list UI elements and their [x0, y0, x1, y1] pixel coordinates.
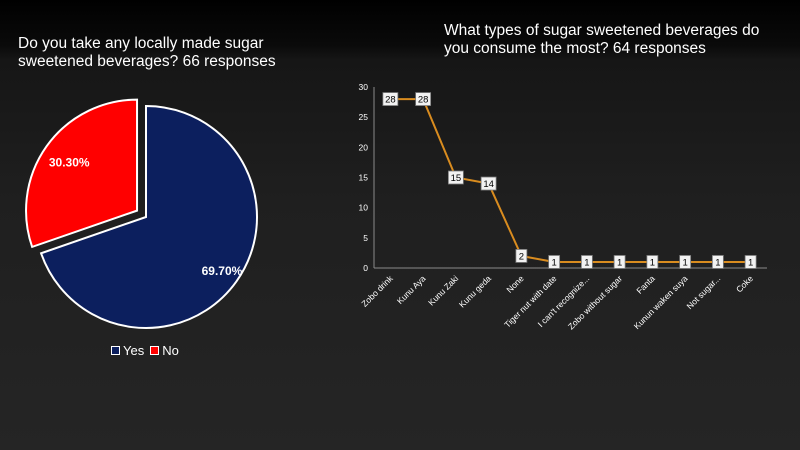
x-tick-label: Not sugar... — [684, 273, 722, 311]
legend-swatch-no — [150, 346, 160, 355]
data-label: 2 — [519, 251, 524, 262]
legend-label-no: No — [162, 343, 179, 358]
pie-chart-title: Do you take any locally made sugar sweet… — [18, 35, 276, 70]
legend-swatch-yes — [111, 346, 120, 355]
pie-slice-yes — [39, 104, 258, 329]
data-label-box — [580, 255, 593, 269]
y-tick-label: 10 — [359, 203, 369, 213]
data-label-box — [711, 255, 724, 269]
x-tick-label: Coke — [734, 273, 755, 294]
data-label: 1 — [584, 257, 589, 268]
data-label-box — [415, 92, 432, 106]
data-label: 1 — [617, 257, 622, 268]
data-label: 28 — [418, 95, 429, 106]
x-tick-label: None — [504, 273, 526, 295]
y-tick-label: 20 — [359, 142, 369, 152]
y-tick-label: 25 — [359, 112, 369, 122]
pie-label-no: 30.30% — [49, 155, 90, 169]
y-tick-label: 0 — [363, 263, 368, 273]
y-tick-label: 5 — [363, 233, 368, 243]
data-label-box — [480, 176, 497, 191]
data-label-box — [646, 255, 659, 269]
data-label: 1 — [715, 257, 720, 268]
data-label-box — [679, 255, 692, 269]
x-tick-label: Kunu Aya — [395, 273, 428, 306]
line-chart-title: What types of sugar sweetened beverages … — [444, 22, 760, 57]
data-label: 1 — [650, 257, 655, 268]
data-label-box — [744, 255, 757, 269]
data-label: 1 — [682, 257, 687, 268]
data-label: 1 — [551, 257, 556, 268]
series-line — [390, 98, 751, 263]
y-tick-label: 30 — [359, 82, 369, 92]
data-label-box — [613, 255, 626, 269]
x-tick-label: Zobo drink — [359, 273, 395, 309]
data-label-box — [447, 170, 464, 185]
data-label-box — [515, 249, 528, 263]
x-tick-label: Kunu Zaki — [426, 273, 460, 307]
data-label: 28 — [385, 95, 396, 106]
data-label: 1 — [748, 257, 753, 268]
legend-item-yes: Yes — [111, 343, 144, 358]
x-tick-label: Kunu geda — [457, 273, 493, 309]
pie-label-yes: 69.70% — [202, 264, 243, 278]
x-tick-label: Fanta — [634, 273, 657, 296]
data-label-box — [548, 255, 561, 269]
data-label: 14 — [483, 179, 494, 190]
pie-legend: Yes No — [111, 343, 179, 358]
legend-label-yes: Yes — [123, 343, 145, 358]
data-label: 15 — [451, 173, 462, 184]
pie-slice-no — [25, 98, 139, 249]
y-tick-label: 15 — [359, 173, 369, 183]
legend-item-no: No — [150, 343, 179, 358]
data-label-box — [382, 92, 399, 106]
